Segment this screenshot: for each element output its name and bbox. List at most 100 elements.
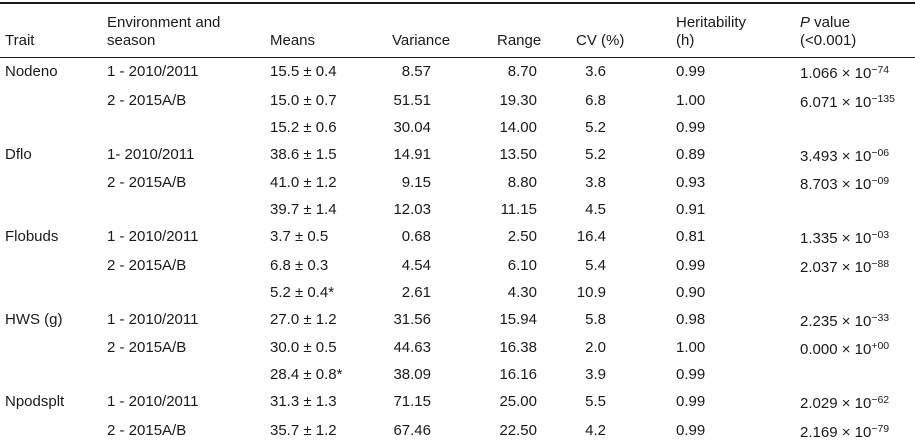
range-cell: 19.30 xyxy=(497,87,576,116)
column-header-pvalue: P value (<0.001) xyxy=(800,3,915,58)
pvalue-exponent: −06 xyxy=(871,146,890,159)
column-header-label: P value xyxy=(800,14,851,31)
cv-value: 5.8 xyxy=(585,310,606,328)
pvalue-cell xyxy=(800,281,915,306)
heritability-cell: 0.89 xyxy=(676,145,706,163)
table-row: 28.4 ± 0.8* 38.09 16.16 3.9 0.99 xyxy=(0,363,915,388)
environment-cell: 2 - 2015A/B xyxy=(107,256,187,274)
table-row: Flobuds 1 - 2010/2011 3.7 ± 0.5 0.68 2.50 16.… xyxy=(0,223,915,252)
variance-value: 51.51 xyxy=(393,91,431,109)
environment-cell: 2 - 2015A/B xyxy=(107,421,187,439)
range-cell: 16.16 xyxy=(497,363,576,388)
pvalue-exponent: −09 xyxy=(871,175,890,188)
range-value: 22.50 xyxy=(499,421,537,439)
heritability-cell: 1.00 xyxy=(676,339,706,357)
variance-value: 4.54 xyxy=(401,256,431,274)
pvalue-cell: 2.029 × 10−62 xyxy=(800,394,890,413)
column-header-label: Environment and xyxy=(107,14,221,31)
heritability-cell: 0.99 xyxy=(676,63,706,80)
means-cell: 28.4 ± 0.8* xyxy=(270,366,343,384)
cv-cell: 5.8 xyxy=(576,306,676,335)
pvalue-exponent: −135 xyxy=(871,92,895,105)
environment-cell: 1 - 2010/2011 xyxy=(107,228,199,246)
trait-cell xyxy=(0,87,107,116)
cv-value: 4.5 xyxy=(585,201,606,219)
variance-cell: 51.51 xyxy=(392,87,497,116)
range-cell: 8.70 xyxy=(497,58,576,87)
column-header-cv: CV (%) xyxy=(576,3,676,58)
heritability-cell: 0.99 xyxy=(676,118,706,136)
variance-value: 38.09 xyxy=(393,366,431,384)
variance-value: 0.68 xyxy=(401,228,431,246)
cv-cell: 6.8 xyxy=(576,87,676,116)
range-cell: 2.50 xyxy=(497,223,576,252)
cv-value: 3.6 xyxy=(585,63,606,80)
trait-cell xyxy=(0,363,107,388)
means-cell: 35.7 ± 1.2 xyxy=(270,421,337,439)
range-value: 16.16 xyxy=(499,366,537,384)
means-cell: 15.2 ± 0.6 xyxy=(270,118,337,136)
variance-value: 44.63 xyxy=(393,339,431,357)
environment-cell xyxy=(107,363,270,388)
cv-cell: 5.2 xyxy=(576,141,676,170)
cv-value: 4.2 xyxy=(585,421,606,439)
range-value: 13.50 xyxy=(499,145,537,163)
variance-value: 9.15 xyxy=(401,174,431,192)
range-value: 16.38 xyxy=(499,339,537,357)
heritability-cell: 0.90 xyxy=(676,283,706,301)
means-cell: 15.5 ± 0.4 xyxy=(270,63,337,80)
heritability-cell: 0.98 xyxy=(676,310,706,328)
trait-cell: HWS (g) xyxy=(5,310,63,328)
table-row: 15.2 ± 0.6 30.04 14.00 5.2 0.99 xyxy=(0,116,915,141)
column-header-label: (h) xyxy=(676,32,695,49)
variance-cell: 2.61 xyxy=(392,281,497,306)
variance-value: 14.91 xyxy=(393,145,431,163)
table-row: 2 - 2015A/B 30.0 ± 0.5 44.63 16.38 2.0 1.00 0.… xyxy=(0,334,915,363)
pvalue-cell: 2.037 × 10−88 xyxy=(800,257,890,276)
table-row: 2 - 2015A/B 6.8 ± 0.3 4.54 6.10 5.4 0.99 2.037… xyxy=(0,252,915,281)
pvalue-exponent: −74 xyxy=(871,64,890,76)
cv-cell: 3.6 xyxy=(576,58,676,87)
heritability-cell: 1.00 xyxy=(676,91,706,109)
table-body: Nodeno 1 - 2010/2011 15.5 ± 0.4 8.57 8.70 3.6… xyxy=(0,58,915,441)
cv-cell: 16.4 xyxy=(576,223,676,252)
table-row: 2 - 2015A/B 35.7 ± 1.2 67.46 22.50 4.2 0.99 2.… xyxy=(0,417,915,441)
variance-value: 67.46 xyxy=(393,421,431,439)
trait-cell xyxy=(0,252,107,281)
pvalue-cell: 2.235 × 10−33 xyxy=(800,311,890,330)
cv-value: 16.4 xyxy=(576,228,606,246)
pvalue-cell xyxy=(800,198,915,223)
pvalue-exponent: −62 xyxy=(871,394,890,407)
column-header-label: (<0.001) xyxy=(800,32,857,49)
environment-cell xyxy=(107,281,270,306)
cv-cell: 5.5 xyxy=(576,388,676,417)
cv-value: 5.2 xyxy=(585,118,606,136)
variance-value: 12.03 xyxy=(393,201,431,219)
variance-value: 2.61 xyxy=(401,283,431,301)
heritability-cell: 0.99 xyxy=(676,256,706,274)
pvalue-cell xyxy=(800,363,915,388)
cv-cell: 3.9 xyxy=(576,363,676,388)
variance-cell: 4.54 xyxy=(392,252,497,281)
range-cell: 11.15 xyxy=(497,198,576,223)
range-cell: 15.94 xyxy=(497,306,576,335)
column-header-label: Range xyxy=(497,32,542,49)
pvalue-exponent: −79 xyxy=(871,422,890,435)
range-cell: 8.80 xyxy=(497,169,576,198)
cv-value: 5.4 xyxy=(585,256,606,274)
means-cell: 6.8 ± 0.3 xyxy=(270,256,329,274)
range-value: 6.10 xyxy=(507,256,537,274)
column-header-label: CV (%) xyxy=(576,32,625,49)
cv-value: 3.8 xyxy=(585,174,606,192)
pvalue-cell: 3.493 × 10−06 xyxy=(800,146,890,165)
table-row: 2 - 2015A/B 41.0 ± 1.2 9.15 8.80 3.8 0.93 8.70… xyxy=(0,169,915,198)
pvalue-exponent: +00 xyxy=(871,340,890,353)
range-cell: 14.00 xyxy=(497,116,576,141)
cv-cell: 5.2 xyxy=(576,116,676,141)
environment-cell: 2 - 2015A/B xyxy=(107,91,187,109)
means-cell: 30.0 ± 0.5 xyxy=(270,339,337,357)
range-value: 4.30 xyxy=(507,283,537,301)
means-cell: 38.6 ± 1.5 xyxy=(270,145,337,163)
header-row: Trait Environment and season Means Variance R… xyxy=(0,3,915,58)
trait-cell xyxy=(0,198,107,223)
